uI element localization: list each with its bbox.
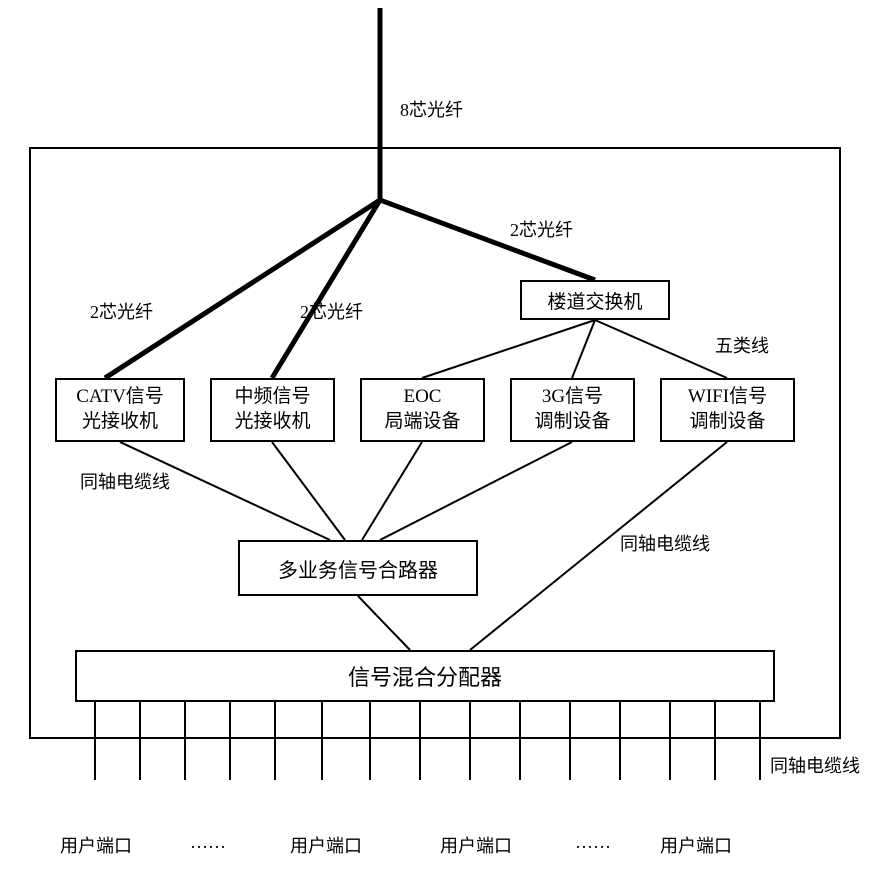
box-eoc: EOC 局端设备 (360, 378, 485, 442)
box-wifi: WIFI信号 调制设备 (660, 378, 795, 442)
label-coax-bottom: 同轴电缆线 (770, 752, 860, 778)
label-coax-right: 同轴电缆线 (620, 530, 710, 556)
if-rx-l1: 中频信号 (234, 385, 310, 410)
distributor-label: 信号混合分配器 (348, 660, 502, 692)
wifi-l2: 调制设备 (688, 410, 767, 435)
if-rx-l2: 光接收机 (234, 410, 310, 435)
box-combiner: 多业务信号合路器 (238, 540, 478, 596)
label-dots2: …… (575, 832, 611, 853)
eoc-l2: 局端设备 (384, 410, 460, 435)
label-fiber2-left: 2芯光纤 (90, 298, 153, 324)
label-user1: 用户端口 (60, 832, 132, 858)
catv-rx-l2: 光接收机 (76, 410, 164, 435)
wifi-l1: WIFI信号 (688, 385, 767, 410)
box-3g: 3G信号 调制设备 (510, 378, 635, 442)
label-user2: 用户端口 (290, 832, 362, 858)
box-catv-rx: CATV信号 光接收机 (55, 378, 185, 442)
label-coax-left: 同轴电缆线 (80, 468, 170, 494)
box-distributor: 信号混合分配器 (75, 650, 775, 702)
label-user3: 用户端口 (440, 832, 512, 858)
label-user4: 用户端口 (660, 832, 732, 858)
catv-rx-l1: CATV信号 (76, 385, 164, 410)
label-dots1: …… (190, 832, 226, 853)
box-corridor-switch: 楼道交换机 (520, 280, 670, 320)
diagram-canvas: 8芯光纤 2芯光纤 2芯光纤 2芯光纤 五类线 同轴电缆线 同轴电缆线 同轴电缆… (0, 0, 872, 880)
g3-l2: 调制设备 (534, 410, 610, 435)
g3-l1: 3G信号 (534, 385, 610, 410)
combiner-label: 多业务信号合路器 (278, 554, 438, 583)
label-fiber2-right: 2芯光纤 (510, 216, 573, 242)
box-if-rx: 中频信号 光接收机 (210, 378, 335, 442)
corridor-switch-label: 楼道交换机 (547, 287, 642, 314)
label-cat5: 五类线 (715, 332, 769, 358)
label-fiber8: 8芯光纤 (400, 96, 463, 122)
label-fiber2-mid: 2芯光纤 (300, 298, 363, 324)
eoc-l1: EOC (384, 385, 460, 410)
